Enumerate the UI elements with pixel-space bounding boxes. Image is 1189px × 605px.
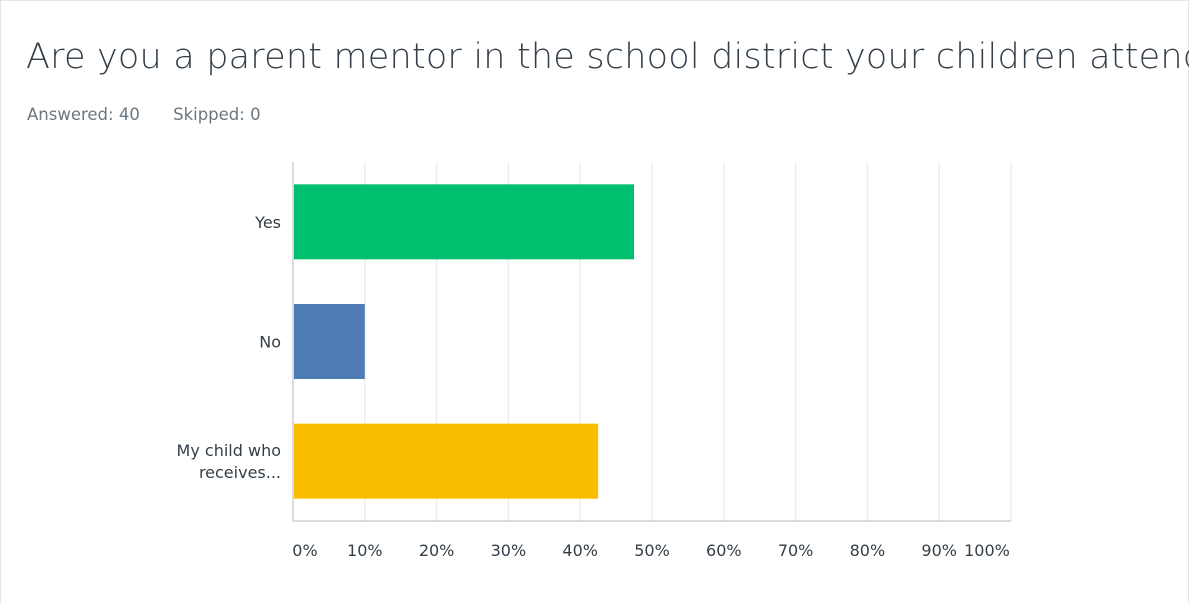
x-tick-label: 70% [778,541,814,560]
x-tick-label: 0% [292,541,317,560]
response-stats: Answered: 40 Skipped: 0 [27,105,289,124]
x-tick-label: 100% [964,541,1010,560]
question-title: Are you a parent mentor in the school di… [26,37,1189,77]
category-label: receives... [199,463,281,482]
bar [294,423,599,499]
bar [294,304,365,379]
category-label: My child who [177,441,281,460]
x-tick-label: 90% [921,541,957,560]
x-tick-label: 60% [706,541,742,560]
x-tick-label: 80% [850,541,886,560]
answered-count: Answered: 40 [27,105,140,124]
x-tick-label: 10% [347,541,383,560]
x-tick-label: 50% [634,541,670,560]
x-tick-label: 20% [419,541,455,560]
x-tick-label: 30% [491,541,527,560]
category-label: No [259,333,281,352]
skipped-count: Skipped: 0 [173,105,261,124]
bar [294,184,635,260]
category-label: Yes [254,213,281,232]
x-tick-label: 40% [562,541,598,560]
